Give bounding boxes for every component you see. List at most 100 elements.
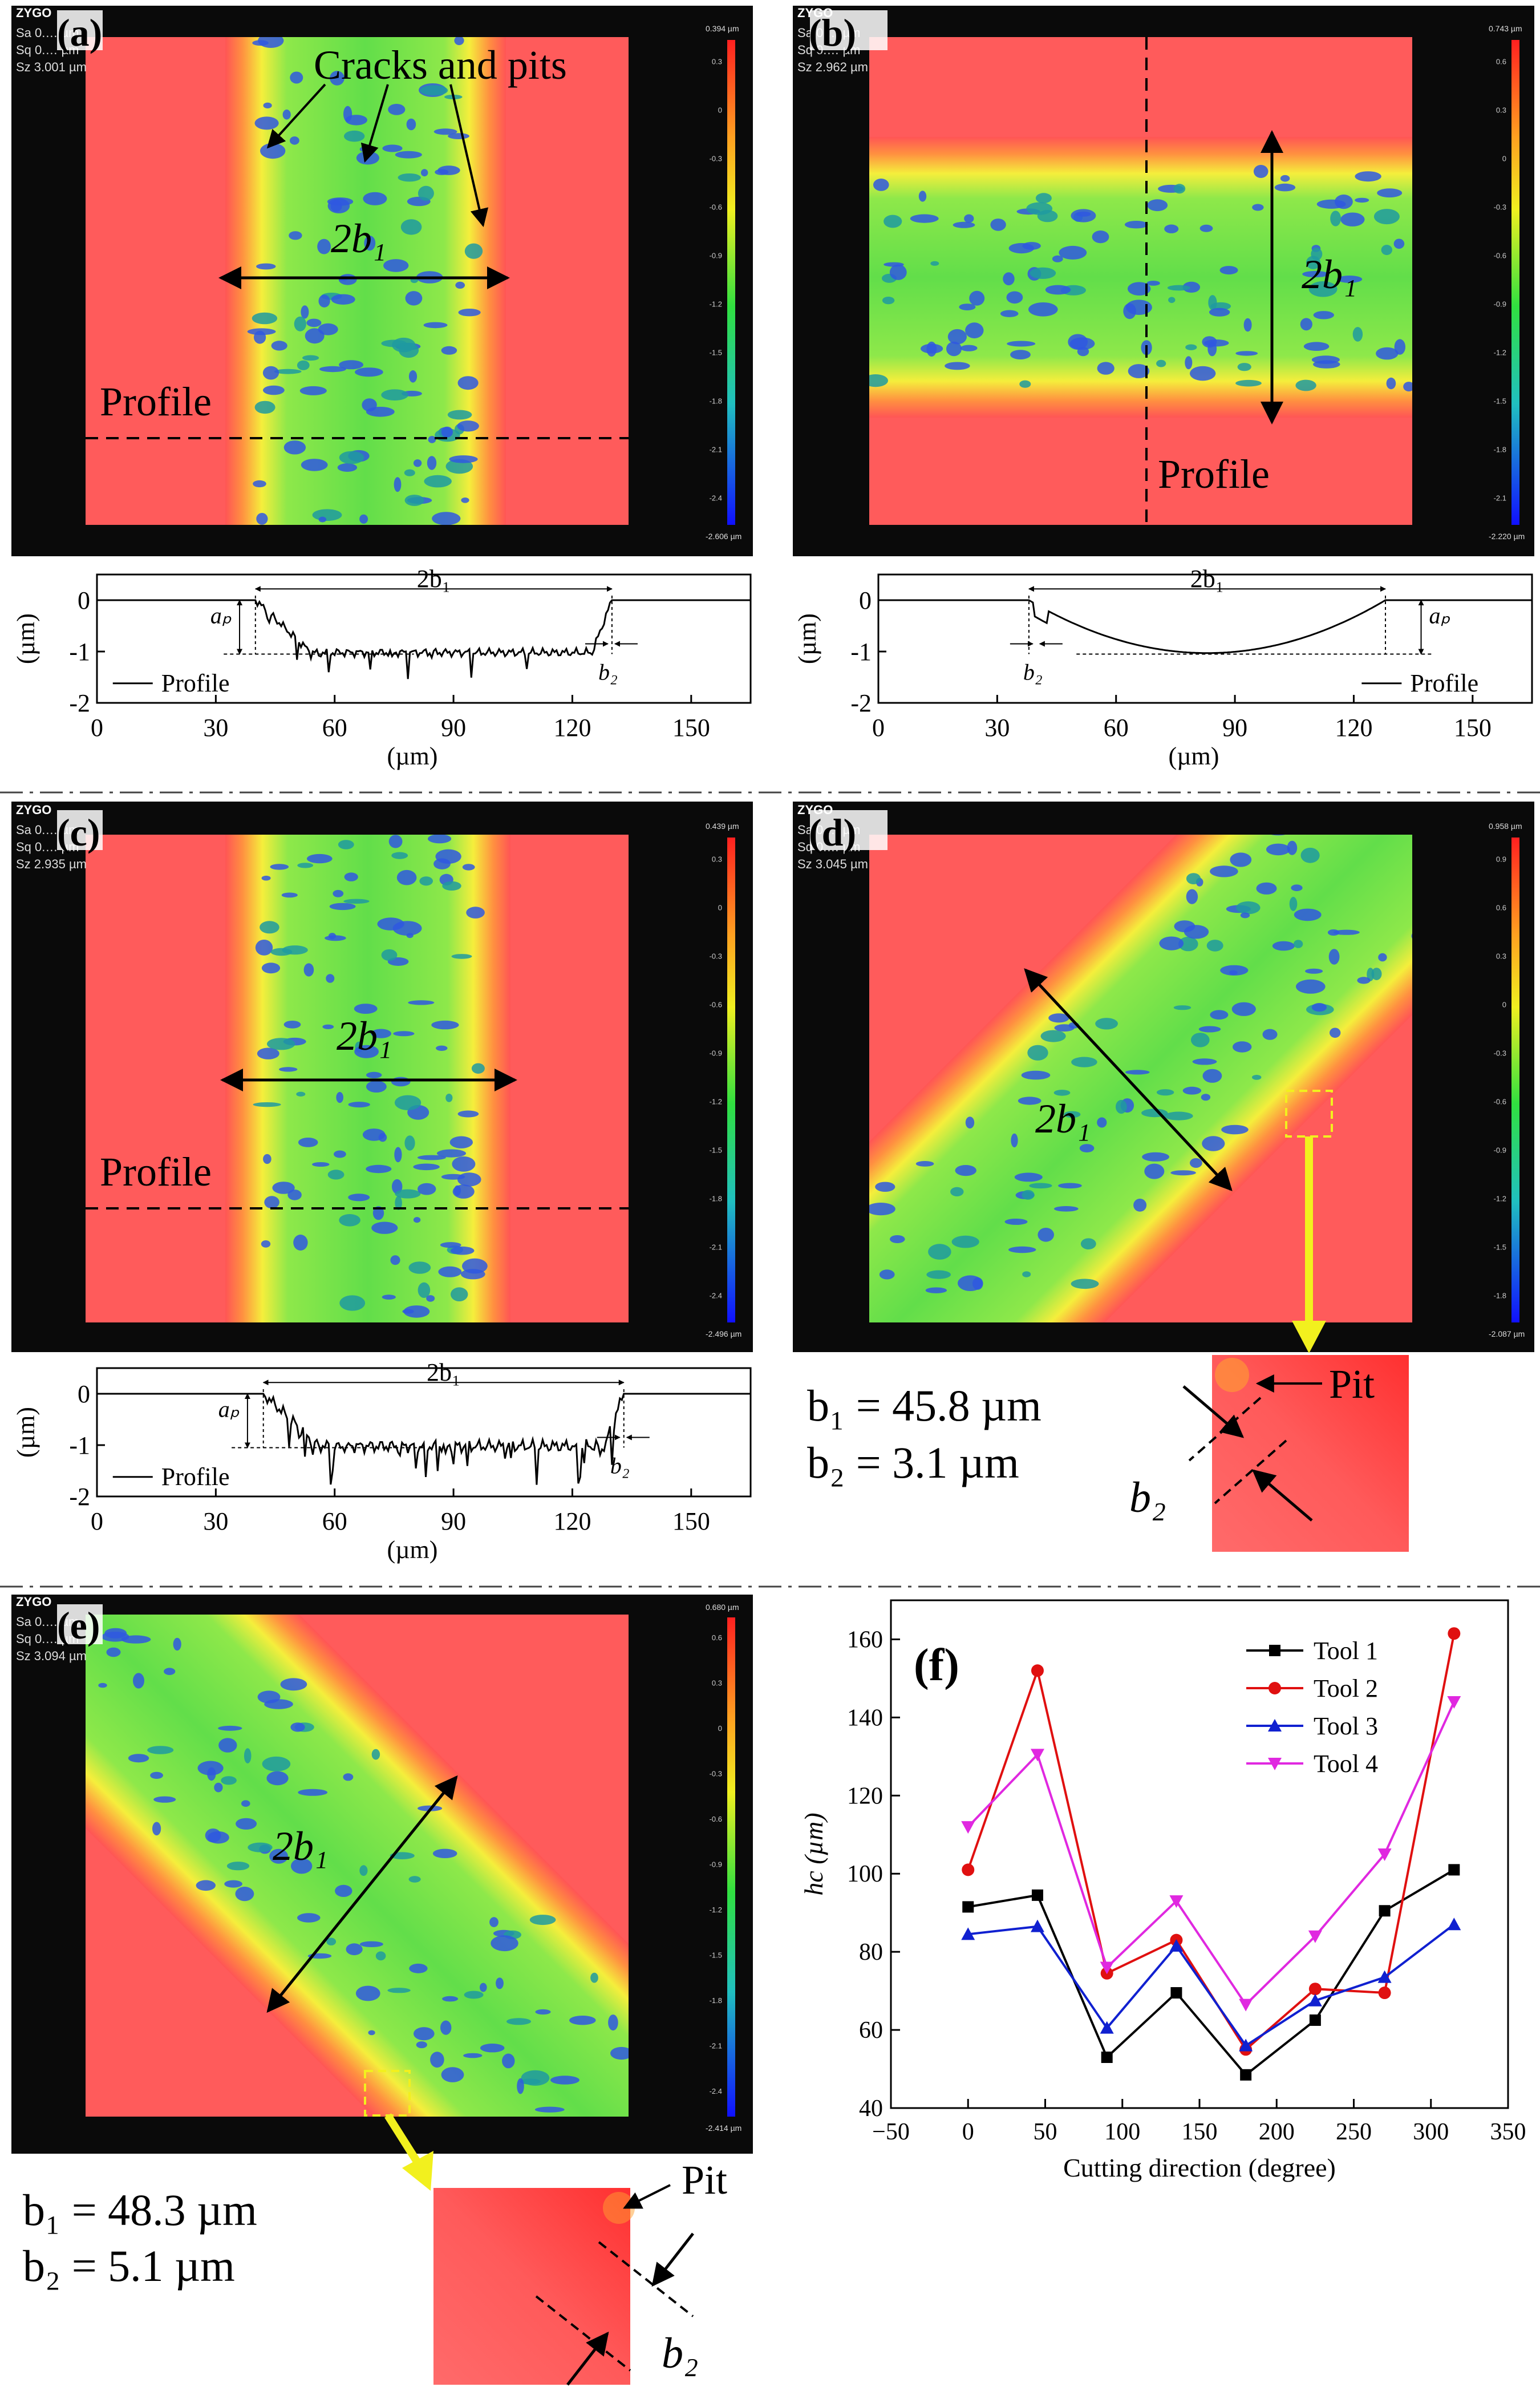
y-tick-label: 0 — [78, 586, 90, 614]
pit-mark — [343, 1773, 354, 1781]
stat-line: Sz 2.962 µm — [797, 60, 868, 74]
pit-mark — [950, 1187, 964, 1196]
pit-mark — [1253, 165, 1269, 178]
pit-mark — [1381, 245, 1392, 256]
svg-text:-2.414 µm: -2.414 µm — [706, 2123, 741, 2133]
pit-mark — [1373, 209, 1400, 225]
pit-mark — [1296, 979, 1326, 994]
pit-mark — [418, 1282, 431, 1298]
pit-mark — [915, 1161, 934, 1167]
pit-mark — [147, 1746, 174, 1754]
pit-mark — [333, 889, 344, 897]
svg-text:0.394 µm: 0.394 µm — [706, 24, 739, 33]
pit-mark — [1210, 1010, 1229, 1020]
pit-mark — [1164, 224, 1179, 233]
legend-label: Profile — [1410, 669, 1478, 697]
pit-mark — [1206, 940, 1223, 952]
pit-mark — [413, 1163, 440, 1171]
pit-mark — [218, 1738, 237, 1753]
data-point — [1268, 1758, 1282, 1770]
pit-mark — [442, 881, 461, 891]
pit-mark — [359, 1941, 383, 1947]
pit-mark — [1182, 281, 1201, 293]
data-point — [961, 1927, 975, 1940]
pit-mark — [1168, 297, 1176, 304]
scale-tick-label: -0.6 — [1494, 252, 1506, 260]
label-bg — [57, 1604, 103, 1644]
pit-mark — [436, 1045, 448, 1051]
pit-mark — [1027, 1045, 1048, 1061]
pit-mark — [910, 214, 939, 223]
pit-mark — [454, 37, 464, 46]
pit-mark — [408, 1000, 435, 1005]
pit-mark — [1274, 183, 1296, 192]
pit-mark — [382, 144, 403, 152]
pit-mark — [535, 2009, 551, 2015]
pit-mark — [256, 263, 276, 270]
pit-mark — [480, 1983, 487, 1992]
pit-mark — [1128, 282, 1151, 296]
pit-mark — [1156, 1089, 1174, 1096]
pit-mark — [496, 1977, 504, 1989]
pit-mark — [1377, 188, 1403, 198]
pit-mark — [408, 1876, 421, 1883]
pit-mark — [235, 1887, 254, 1902]
pit-mark — [1182, 1086, 1202, 1095]
pit-mark — [334, 1150, 346, 1158]
pit-mark — [489, 1917, 499, 1927]
pit-mark — [1235, 351, 1258, 356]
y-tick-label: 0 — [78, 1380, 90, 1408]
data-point — [1100, 1961, 1114, 1975]
pit-mark — [414, 2027, 435, 2041]
pit-mark — [364, 236, 376, 251]
crack-arrow — [360, 84, 389, 163]
chart-title: (f) — [914, 1640, 959, 1690]
pit-mark — [442, 1996, 459, 2002]
pit-mark — [419, 876, 433, 886]
pit-mark — [460, 1269, 485, 1280]
svg-text:-2.496 µm: -2.496 µm — [706, 1329, 741, 1338]
pit-mark — [1333, 929, 1360, 935]
pit-spot — [603, 2192, 635, 2224]
panel-b: ZYGO Sa 0.… µm Sq 0.… µm Sz 2.962 µm (b)… — [793, 6, 1534, 556]
pit-mark — [1071, 1279, 1099, 1289]
pit-mark — [260, 143, 286, 159]
cracks-annotation: Cracks and pits — [314, 42, 567, 88]
pit-mark — [254, 116, 279, 130]
pit-mark — [382, 1294, 396, 1300]
scale-tick-label: 0 — [1502, 1001, 1506, 1009]
pit-mark — [1233, 1041, 1252, 1053]
scale-tick-label: 0.3 — [712, 1678, 722, 1687]
y-tick-label: 40 — [859, 2095, 883, 2122]
panel-label: (b) — [809, 11, 856, 54]
pit-mark — [1133, 1199, 1147, 1212]
pit-mark — [318, 294, 330, 308]
crack-arrow — [449, 84, 489, 228]
svg-text:-2.606 µm: -2.606 µm — [706, 532, 741, 541]
data-point — [1377, 1970, 1392, 1983]
data-point — [1377, 1848, 1392, 1861]
pit-mark — [264, 1196, 279, 1209]
pit-mark — [451, 954, 472, 959]
pit-mark — [1125, 300, 1152, 315]
pit-mark — [1230, 852, 1252, 867]
pit-mark — [266, 1771, 289, 1786]
b2-arrow — [1182, 1385, 1245, 1438]
pit-mark — [466, 907, 485, 919]
pit-mark — [387, 1988, 411, 1993]
dimension-ap-label: aₚ — [1429, 603, 1450, 629]
pit-mark — [953, 221, 975, 228]
scale-tick-label: 0.3 — [712, 58, 722, 66]
pit-mark — [244, 1748, 252, 1763]
legend-label: Profile — [161, 1463, 230, 1491]
data-point — [1378, 1987, 1391, 2000]
pit-mark — [330, 71, 345, 86]
pit-mark — [416, 2041, 427, 2049]
pit-mark — [1411, 933, 1412, 939]
series-line — [967, 1633, 1456, 2052]
pit-mark — [1231, 1002, 1256, 1016]
pit-mark — [529, 1915, 556, 1925]
pit-mark — [1035, 193, 1052, 204]
pit-mark — [331, 294, 355, 305]
pit-mark — [1271, 835, 1286, 836]
